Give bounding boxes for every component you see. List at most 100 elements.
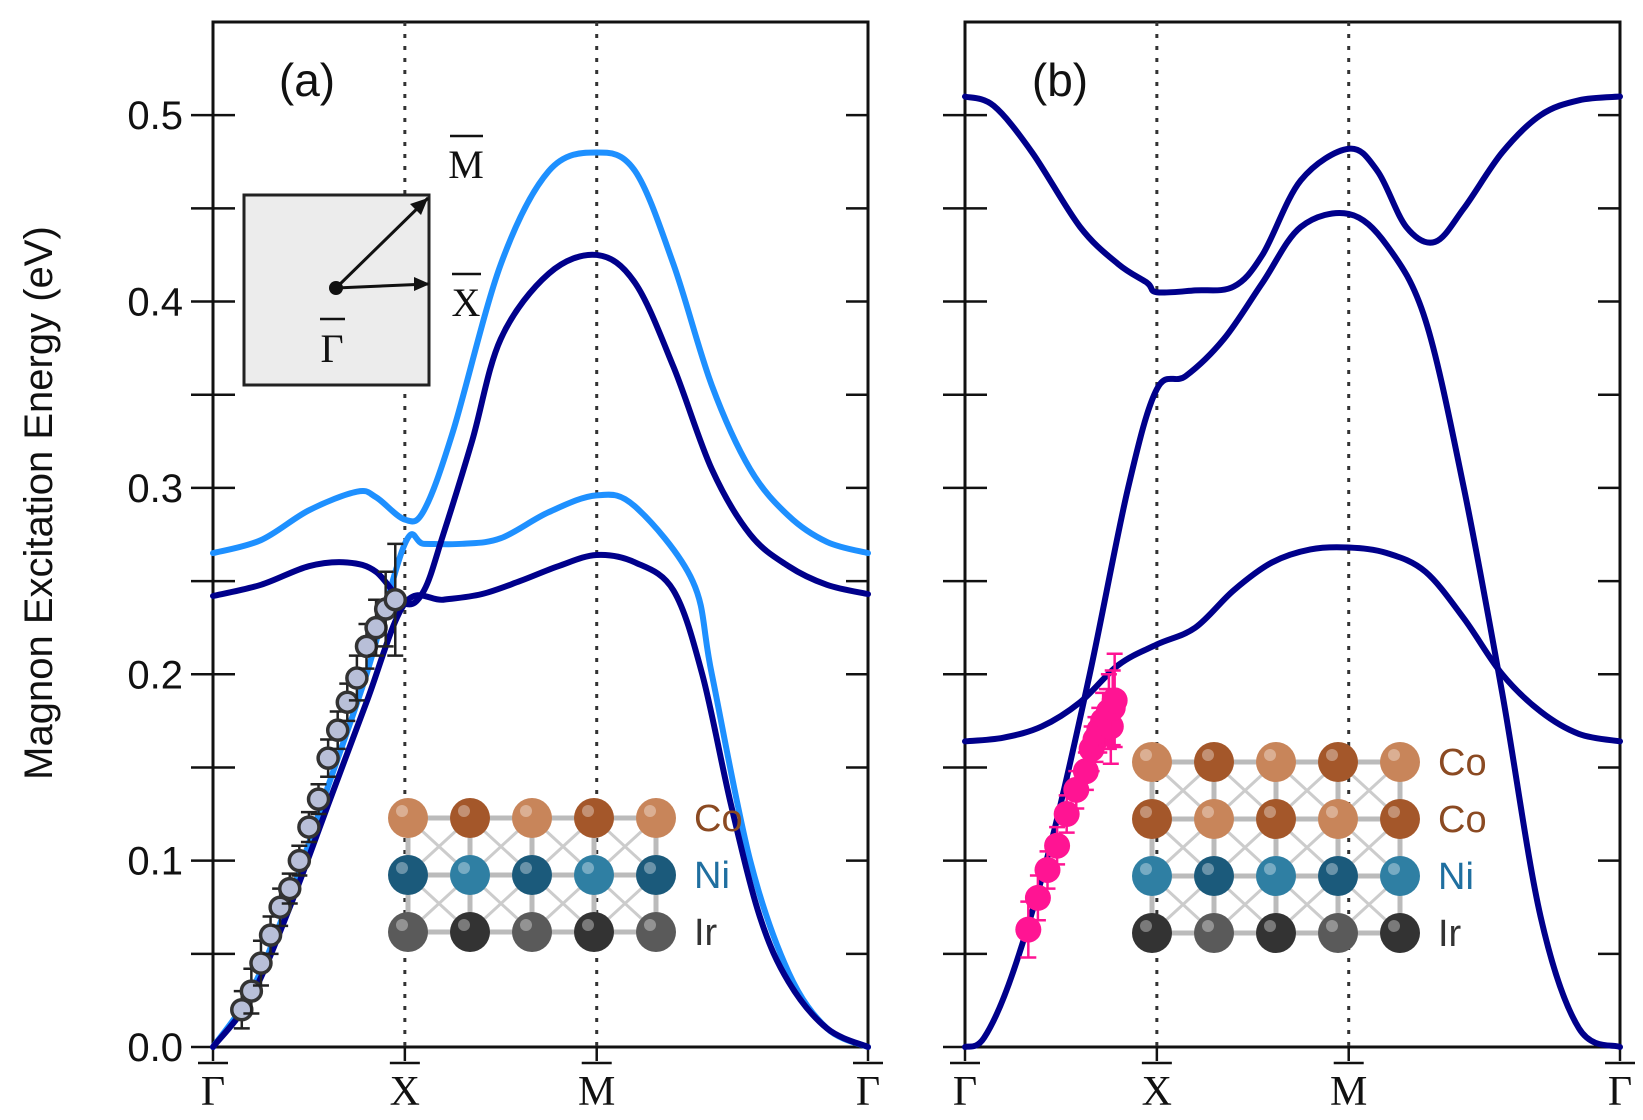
atom-co	[450, 798, 490, 838]
atom-co	[636, 798, 676, 838]
atom-highlight	[396, 862, 408, 874]
x-tick-label: M	[1330, 1069, 1367, 1115]
atom-co	[1132, 742, 1172, 782]
plot-frame	[963, 20, 1622, 1049]
atom-highlight	[582, 919, 594, 931]
atom-highlight	[644, 919, 656, 931]
y-tick-label: 0.4	[127, 281, 183, 325]
atom-highlight	[644, 862, 656, 874]
atom-highlight	[1140, 749, 1152, 761]
atom-co	[1256, 742, 1296, 782]
atom-ni	[574, 855, 614, 895]
data-point	[306, 787, 331, 811]
structure-inset-a: Co Ni Ir	[388, 798, 743, 954]
x-tick-label: Γ	[856, 1069, 880, 1115]
bz-label-x: X	[452, 280, 481, 325]
y-tick-label: 0.5	[127, 94, 183, 138]
series-line-band-low	[962, 544, 1623, 745]
layer-label-ir: Ir	[694, 912, 718, 954]
data-point	[230, 997, 254, 1022]
atom-co	[388, 798, 428, 838]
y-tick-label: 0.1	[127, 840, 183, 884]
arrow-to-x	[335, 282, 429, 290]
atom-co	[1132, 799, 1172, 839]
data-point	[345, 666, 369, 690]
y-tick-label: 0.0	[127, 1026, 183, 1070]
data-point	[268, 895, 292, 919]
atom-ir	[1256, 913, 1296, 953]
atom-highlight	[1202, 863, 1214, 875]
y-tick-label: 0.2	[127, 653, 183, 697]
atom-ir	[512, 912, 552, 952]
atom-highlight	[1264, 749, 1276, 761]
bz-label-gamma: Γ	[320, 326, 343, 371]
atom-highlight	[1326, 920, 1338, 932]
x-tick-label: M	[578, 1069, 615, 1115]
layer-label-co: Co	[694, 798, 743, 840]
atom-highlight	[1202, 749, 1214, 761]
layer-label-ir: Ir	[1438, 913, 1462, 955]
atom-co	[1380, 799, 1420, 839]
arrow-head-m	[410, 198, 428, 215]
atom-ir	[450, 912, 490, 952]
data-point	[1101, 687, 1128, 714]
panel-label-b: (b)	[1032, 54, 1088, 106]
atom-highlight	[582, 862, 594, 874]
atom-highlight	[1326, 863, 1338, 875]
atom-highlight	[1140, 920, 1152, 932]
atom-ir	[388, 912, 428, 952]
atom-highlight	[1326, 749, 1338, 761]
atom-highlight	[1388, 863, 1400, 875]
atom-ir	[574, 912, 614, 952]
atom-highlight	[1264, 920, 1276, 932]
atom-ni	[1256, 856, 1296, 896]
atom-ni	[512, 855, 552, 895]
atom-highlight	[458, 862, 470, 874]
atom-ni	[1132, 856, 1172, 896]
series-line-dark-upper	[210, 251, 871, 608]
atom-co	[1256, 799, 1296, 839]
atom-ni	[1318, 856, 1358, 896]
layer-label-co: Co	[1438, 799, 1487, 841]
atom-highlight	[1326, 806, 1338, 818]
atom-ni	[1380, 856, 1420, 896]
atom-highlight	[520, 805, 532, 817]
x-tick-label: Γ	[201, 1069, 225, 1115]
atom-highlight	[1202, 806, 1214, 818]
panel-label-a: (a)	[279, 54, 335, 106]
atom-ni	[388, 855, 428, 895]
atom-ir	[1132, 913, 1172, 953]
data-point	[297, 815, 321, 839]
x-tick-label: Γ	[953, 1069, 977, 1115]
data-point	[335, 690, 360, 714]
data-point	[239, 979, 264, 1003]
data-point	[249, 951, 273, 975]
atom-highlight	[396, 919, 408, 931]
atom-co	[1318, 742, 1358, 782]
atom-highlight	[520, 919, 532, 931]
data-point	[1024, 884, 1051, 911]
atom-co	[1380, 742, 1420, 782]
series-line-band-top	[962, 93, 1623, 296]
atom-highlight	[1264, 863, 1276, 875]
data-point	[1015, 916, 1042, 943]
atom-co	[512, 798, 552, 838]
atom-highlight	[1140, 863, 1152, 875]
data-point	[383, 587, 408, 612]
atom-co	[574, 798, 614, 838]
plot-frame	[211, 20, 870, 1049]
atom-co	[1318, 799, 1358, 839]
bz-label-m: M	[448, 142, 484, 187]
data-point	[354, 634, 379, 659]
x-tick-label: X	[1142, 1069, 1172, 1115]
atom-highlight	[458, 919, 470, 931]
data-point	[1044, 832, 1071, 859]
atom-ir	[1194, 913, 1234, 953]
data-point	[258, 923, 283, 947]
atom-highlight	[1388, 806, 1400, 818]
data-point	[325, 718, 350, 742]
panel-a: 0.0 0.1 0.2 0.3 0.4 0.5 Γ X M Γ	[127, 20, 883, 1115]
atom-ir	[636, 912, 676, 952]
